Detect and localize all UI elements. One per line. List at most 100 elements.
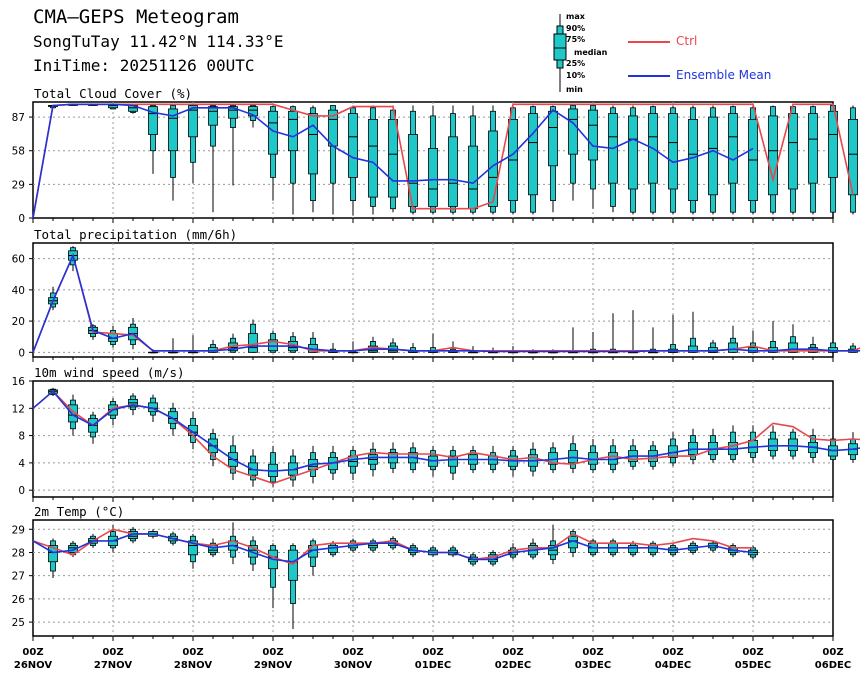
box-23: [488, 105, 498, 215]
box-31: [648, 105, 658, 215]
mean-line: [32, 103, 754, 219]
x-hour-label: 00Z: [262, 647, 283, 658]
box-36: [748, 330, 758, 353]
box-inner: [568, 108, 578, 155]
x-date-label: 27NOV: [94, 660, 133, 671]
box-5: [128, 393, 138, 416]
box-31: [648, 540, 658, 558]
x-hour-label: 00Z: [582, 647, 603, 658]
box-16: [348, 105, 358, 216]
x-date-label: 02DEC: [495, 660, 531, 671]
x-date-label: 04DEC: [655, 660, 691, 671]
mean-line: [32, 253, 860, 353]
box-inner: [428, 147, 438, 207]
box-inner: [588, 109, 598, 161]
box-38: [788, 428, 798, 460]
box-outer: [210, 105, 216, 147]
box-29: [608, 313, 618, 354]
box-26: [548, 349, 558, 354]
box-37: [768, 321, 778, 353]
box-32: [668, 314, 678, 353]
box-20: [428, 105, 438, 215]
box-38: [788, 105, 798, 215]
y-tick-label: 0: [18, 485, 25, 497]
box-13: [288, 332, 298, 353]
box-inner: [768, 438, 778, 452]
box-40: [828, 432, 838, 463]
box-inner: [468, 145, 478, 210]
box-30: [628, 105, 638, 215]
box-28: [588, 105, 598, 209]
box-inner: [688, 119, 698, 201]
box-10: [228, 105, 238, 186]
location-label: SongTuTay 11.42°N 114.33°E: [33, 32, 284, 51]
y-tick-label: 29: [12, 524, 25, 536]
box-inner: [668, 113, 678, 190]
box-11: [248, 105, 258, 128]
legend-box-inner: [553, 33, 567, 61]
mean-line: [32, 533, 754, 563]
box-inner: [148, 106, 158, 135]
box-16: [348, 445, 358, 480]
box-inner: [368, 119, 378, 198]
box-32: [668, 432, 678, 467]
box-15: [328, 105, 338, 215]
box-33: [688, 105, 698, 215]
panel-title: 10m wind speed (m/s): [34, 365, 185, 380]
box-6: [148, 105, 158, 174]
ctrl-line: [32, 103, 854, 219]
box-13: [288, 105, 298, 215]
x-hour-label: 00Z: [102, 647, 123, 658]
box-6: [148, 349, 158, 354]
box-10: [228, 522, 238, 565]
box-inner: [448, 136, 458, 207]
legend-p90-label: 90%: [566, 24, 586, 33]
box-41: [848, 432, 858, 463]
panel-title: 2m Temp (°C): [34, 504, 124, 519]
box-13: [288, 449, 298, 487]
box-inner: [628, 545, 638, 553]
box-9: [208, 105, 218, 213]
legend-p75-label: 75%: [566, 35, 586, 44]
box-inner: [348, 113, 358, 178]
panel-title: Total precipitation (mm/6h): [34, 227, 237, 242]
box-40: [828, 328, 838, 353]
box-17: [368, 538, 378, 553]
y-tick-label: 27: [12, 571, 25, 583]
box-25: [528, 105, 538, 215]
box-inner: [768, 115, 778, 196]
legend-mean-label: Ensemble Mean: [676, 68, 772, 82]
x-date-label: 06DEC: [815, 660, 851, 671]
box-13: [288, 543, 298, 630]
y-tick-label: 16: [12, 376, 26, 388]
box-inner: [208, 106, 218, 126]
x-hour-label: 00Z: [662, 647, 683, 658]
box-28: [588, 332, 598, 354]
legend-min-label: min: [566, 85, 583, 94]
box-36: [748, 105, 758, 215]
x-hour-label: 00Z: [182, 647, 203, 658]
y-tick-label: 20: [12, 316, 25, 328]
y-tick-label: 8: [18, 431, 25, 443]
box-8: [188, 105, 198, 184]
box-19: [408, 105, 418, 215]
panel-3: 2m Temp (°C) 25 26 27 28 29: [12, 504, 834, 641]
y-tick-label: 58: [12, 146, 25, 158]
box-inner: [288, 110, 298, 152]
chart-title: CMA–GEPS Meteogram: [33, 6, 239, 28]
x-date-label: 29NOV: [254, 660, 293, 671]
box-inner: [448, 455, 458, 467]
x-hour-label: 00Z: [822, 647, 843, 658]
box-inner: [268, 339, 278, 352]
box-26: [548, 442, 558, 474]
x-hour-label: 00Z: [422, 647, 443, 658]
box-39: [808, 428, 818, 463]
x-hour-label: 00Z: [342, 647, 363, 658]
box-37: [768, 425, 778, 460]
box-26: [548, 524, 558, 565]
box-34: [708, 105, 718, 215]
box-27: [568, 105, 578, 201]
y-tick-label: 87: [12, 112, 25, 124]
y-tick-label: 4: [18, 458, 25, 470]
panel-title: Total Cloud Cover (%): [34, 86, 192, 101]
